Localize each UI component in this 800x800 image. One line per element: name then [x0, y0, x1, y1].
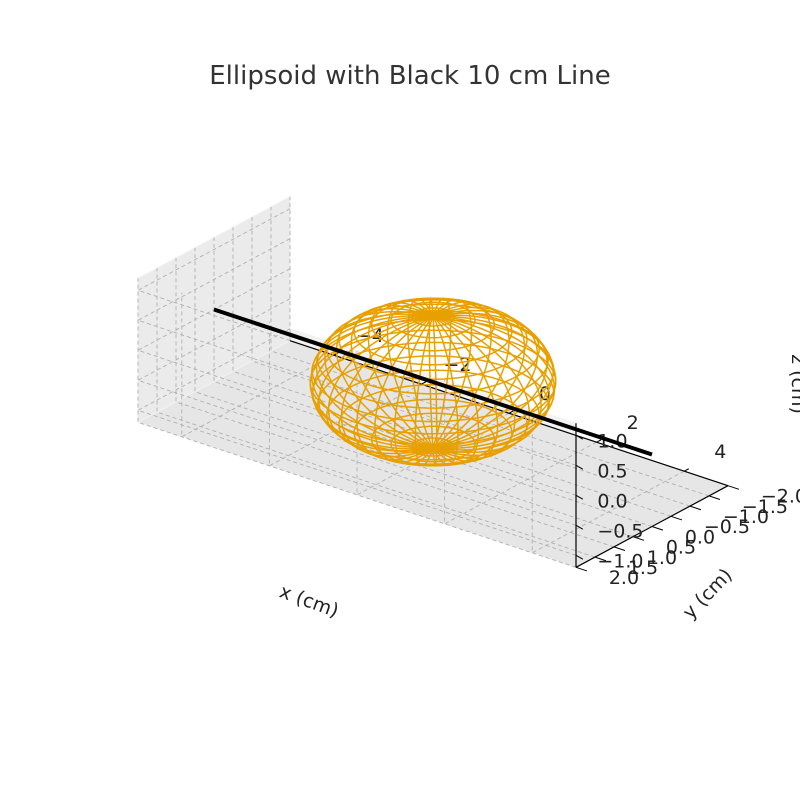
x-gridline [444, 379, 597, 525]
x-tick-mark [421, 381, 427, 385]
ellipsoid-parallel [353, 297, 513, 366]
y-tick-mark [670, 515, 683, 521]
chart-title: Ellipsoid with Black 10 cm Line [209, 61, 611, 91]
z-tick-mark [575, 554, 584, 560]
y-tick-mark [575, 566, 588, 572]
x-tick-label: 2 [627, 412, 639, 434]
z-tick-mark [575, 434, 584, 440]
y-axis-label: y (cm) [679, 564, 737, 623]
y-tick-mark [594, 556, 607, 562]
y-tick-label: 2.0 [609, 567, 639, 589]
ellipsoid-parallel [390, 425, 476, 463]
y-tick-mark [708, 495, 721, 500]
x-tick-label: 4 [714, 441, 726, 463]
y-tick-mark [727, 485, 740, 490]
y-tick-label: 0.0 [685, 526, 715, 548]
ellipsoid-parallel [370, 412, 496, 466]
ellipsoid-parallel [311, 341, 555, 446]
z-gridline [136, 298, 577, 526]
z-tick-mark [575, 494, 584, 500]
ellipsoid-parallel [353, 398, 513, 467]
ellipsoid-parallel [316, 310, 550, 409]
ellipsoid-parallel [326, 369, 540, 461]
z-tick-mark [575, 524, 584, 530]
z-gridline [136, 328, 577, 556]
x-gridline [531, 408, 685, 554]
y-tick-mark [632, 536, 645, 541]
z-tick-mark [575, 464, 584, 470]
x-axis-label: x (cm) [277, 581, 342, 623]
x-tick-mark [596, 439, 602, 443]
z-tick-label: −1.0 [597, 550, 643, 572]
y-tick-label: 0.5 [666, 537, 696, 559]
z-tick-label: 0.5 [597, 460, 627, 482]
z-tick-label: 0.0 [597, 490, 627, 512]
black-line [213, 307, 653, 457]
y-tick-label: 1.5 [628, 557, 658, 579]
z-gridline [136, 268, 577, 496]
axes-gridlines [136, 196, 729, 568]
y-tick-label: −2.0 [761, 486, 800, 508]
z-tick-label: −0.5 [597, 520, 643, 542]
ellipsoid-parallel [326, 303, 540, 395]
x-tick-mark [508, 410, 514, 414]
y-tick-mark [651, 526, 664, 531]
ellipsoid-wireframe [309, 297, 557, 467]
x-gridline [181, 292, 335, 438]
plot-area [213, 297, 653, 467]
ellipsoid-parallel [311, 318, 555, 423]
y-tick-mark [613, 546, 626, 551]
ellipsoid-parallel [410, 437, 456, 457]
z-gridline [136, 238, 577, 466]
y-tick-label: −0.5 [704, 516, 750, 538]
y-tick-label: 1.0 [647, 547, 677, 569]
z-axis-label: z (cm) [787, 354, 800, 414]
y-tick-mark [689, 505, 702, 511]
y-tick-label: −1.0 [723, 506, 769, 528]
z-gridline [136, 208, 577, 436]
x-tick-mark [683, 468, 689, 472]
y-tick-label: −1.5 [742, 496, 788, 518]
